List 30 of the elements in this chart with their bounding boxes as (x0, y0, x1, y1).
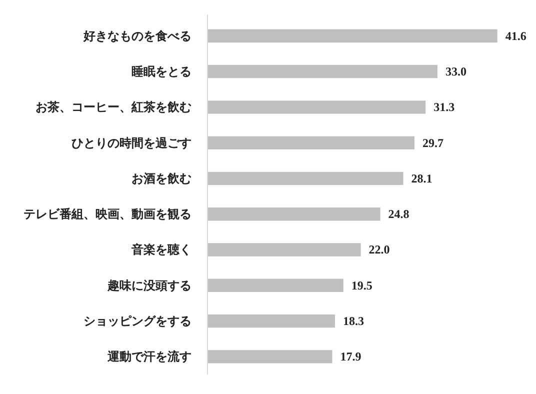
data-label: 29.7 (422, 136, 444, 150)
bar (208, 172, 404, 186)
y-tick-label: 睡眠をとる (132, 64, 192, 79)
y-tick-label: 趣味に没頭する (106, 278, 192, 292)
bar (208, 64, 438, 78)
bar (208, 350, 332, 364)
data-label: 22.0 (368, 242, 390, 257)
data-label: 19.5 (351, 278, 372, 292)
bar (208, 100, 426, 114)
bar (208, 243, 361, 256)
bar (208, 136, 414, 150)
bar (208, 208, 380, 221)
data-label: 17.9 (340, 350, 362, 364)
y-tick-label: お酒を飲む (132, 171, 192, 186)
data-label: 41.6 (505, 28, 526, 43)
data-label: 33.0 (445, 64, 466, 79)
y-tick-label: テレビ番組、映画、動画を観る (24, 207, 192, 222)
bar (208, 314, 336, 328)
y-tick-label: お茶、コーヒー、紅茶を飲む (36, 100, 192, 114)
y-tick-label: ショッピングをする (84, 314, 192, 328)
data-label: 28.1 (411, 171, 432, 186)
bar (208, 278, 344, 292)
y-tick-label: 好きなものを食べる (82, 28, 192, 43)
y-tick-label: 音楽を聴く (130, 242, 192, 257)
y-tick-label: ひとりの時間を過ごす (72, 136, 192, 150)
y-tick-label: 運動で汗を流す (106, 350, 192, 364)
data-label: 18.3 (343, 314, 364, 328)
data-label: 31.3 (434, 100, 455, 114)
bar (208, 29, 498, 42)
data-label: 24.8 (388, 207, 410, 222)
